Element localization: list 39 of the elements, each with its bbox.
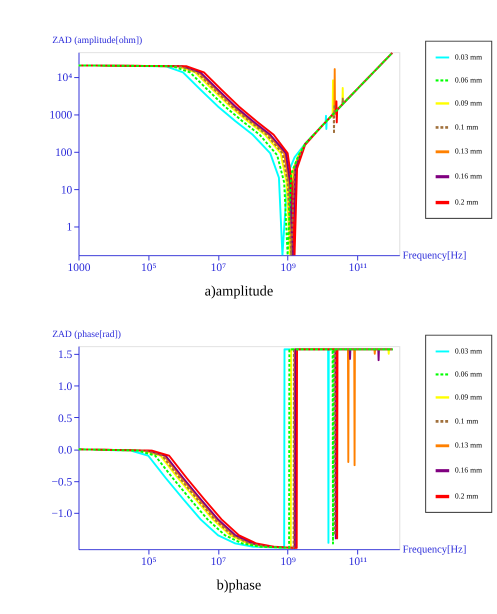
y-tick-label: 10⁴ (56, 72, 72, 84)
x-axis-title: Frequency[Hz] (402, 544, 466, 556)
y-tick-label: 0.0 (58, 444, 73, 457)
legend-label: 0.09 mm (454, 392, 482, 402)
x-tick-label: 10⁷ (210, 262, 226, 274)
y-tick-label: 1.0 (58, 380, 73, 393)
y-tick-label: −1.0 (51, 508, 73, 520)
y-tick-label: 1000 (49, 109, 73, 122)
x-tick-label: 10¹¹ (348, 262, 368, 274)
y-tick-label: 10 (60, 184, 73, 196)
legend-label: 0.13 mm (454, 146, 482, 156)
legend-label: 0.03 mm (454, 346, 482, 356)
x-tick-label: 10⁹ (280, 556, 296, 568)
legend-label: 0.16 mm (454, 172, 482, 181)
x-tick-label: 10⁹ (280, 262, 296, 274)
y-tick-label: 1 (66, 222, 73, 234)
legend-label: 0.03 mm (454, 52, 482, 62)
legend-label: 0.1 mm (454, 122, 478, 132)
legend-label: 0.06 mm (454, 75, 482, 84)
legend-label: 0.2 mm (454, 197, 478, 206)
y-tick-label: 1.5 (58, 349, 73, 362)
y-axis-title: ZAD (phase[rad]) (52, 329, 121, 340)
y-axis-title: ZAD (amplitude[ohm]) (52, 35, 142, 46)
y-tick-label: −0.5 (51, 476, 73, 488)
x-tick-label: 10⁵ (140, 262, 156, 274)
legend-label: 0.1 mm (454, 416, 478, 426)
legend-label: 0.13 mm (454, 440, 482, 450)
x-tick-label: 10⁵ (140, 556, 156, 568)
legend-label: 0.2 mm (454, 491, 478, 500)
legend-label: 0.16 mm (454, 466, 482, 475)
y-tick-label: 100 (55, 146, 73, 159)
legend-label: 0.06 mm (454, 369, 482, 378)
x-axis-title: Frequency[Hz] (402, 250, 466, 262)
x-tick-label: 10¹¹ (348, 556, 368, 568)
y-tick-label: 0.5 (58, 412, 73, 425)
legend-label: 0.09 mm (454, 98, 482, 108)
text: a)amplitude (204, 283, 274, 300)
x-tick-label: 10⁷ (210, 556, 226, 568)
text: b)phase (216, 577, 262, 594)
